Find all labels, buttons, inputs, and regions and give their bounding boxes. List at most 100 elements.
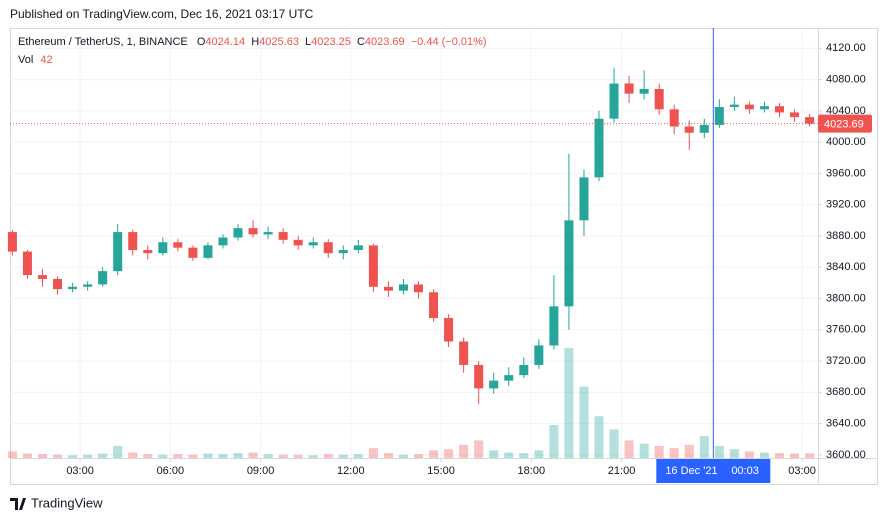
legend-open-label: O: [197, 36, 206, 48]
candle-body: [624, 83, 634, 94]
x-tick-label: 12:00: [337, 465, 365, 477]
candle-body: [368, 245, 378, 287]
volume-bar: [549, 425, 559, 458]
y-tick-label: 3880.00: [826, 230, 866, 242]
volume-bar: [158, 454, 168, 458]
x-tick-label: 03:00: [66, 465, 94, 477]
legend-high-label: H: [251, 36, 259, 48]
candle-body: [83, 284, 93, 287]
volume-bar: [203, 453, 213, 458]
candle-layer: [7, 67, 815, 405]
y-tick-label: 3680.00: [826, 386, 866, 398]
candle-body: [113, 232, 123, 272]
candle-body: [7, 232, 17, 252]
volume-bar: [759, 452, 769, 458]
candle-body: [128, 232, 138, 251]
volume-bar: [37, 454, 48, 458]
header: Published on TradingView.com, Dec 16, 20…: [10, 7, 314, 21]
footer-logo: [10, 498, 26, 510]
legend-low: 4023.25: [311, 36, 351, 48]
candle-body: [308, 242, 318, 246]
y-tick-label: 3720.00: [826, 355, 866, 367]
legend-change: −0.44 (−0.01%): [411, 36, 487, 48]
candle-body: [609, 83, 619, 119]
y-tick-label: 3840.00: [826, 261, 866, 273]
last-price-box: [818, 114, 872, 133]
x-tick-label: 15:00: [427, 465, 455, 477]
candle-body: [654, 88, 664, 110]
candle-body: [534, 345, 544, 365]
y-tick-label: 3600.00: [826, 449, 866, 461]
volume-bar: [173, 454, 183, 458]
logo-icon: [10, 498, 26, 510]
legend-close-label: C: [357, 36, 365, 48]
legend-volume-label: Vol: [18, 54, 33, 66]
y-tick-label: 4120.00: [826, 42, 866, 54]
volume-bar: [594, 416, 604, 458]
candle-body: [564, 220, 574, 307]
y-tick-label: 3800.00: [826, 292, 866, 304]
legend-title: Ethereum / TetherUS, 1, BINANCE: [18, 36, 188, 48]
candle-body: [699, 124, 709, 133]
candle-body: [729, 104, 739, 107]
volume-bar: [790, 453, 800, 458]
volume-bar: [68, 455, 78, 458]
x-tick-label: 06:00: [157, 465, 185, 477]
candle-body: [549, 306, 559, 346]
x-tick-label: 18:00: [518, 465, 546, 477]
grid: [10, 28, 818, 458]
candle-body: [248, 228, 258, 235]
legend-volume-value: 42: [40, 54, 52, 66]
volume-bar: [98, 453, 108, 458]
candle-body: [504, 375, 514, 381]
y-tick-label: 3760.00: [826, 324, 866, 336]
volume-bar: [308, 455, 318, 458]
overlay: 4023.69 16 Dec '21 00:03: [10, 28, 872, 483]
volume-bar: [398, 454, 408, 458]
candle-body: [744, 104, 754, 110]
volume-layer: [7, 348, 815, 458]
x-tick-label: 09:00: [247, 465, 275, 477]
volume-bar: [744, 451, 754, 458]
volume-bar: [353, 454, 363, 458]
candle-body: [805, 117, 815, 124]
candle-body: [53, 278, 63, 290]
volume-bar: [338, 454, 348, 458]
candle-body: [278, 232, 288, 240]
y-tick-label: 4000.00: [826, 136, 866, 148]
x-tick-label: 03:00: [788, 465, 816, 477]
volume-bar: [248, 452, 258, 458]
volume-bar: [519, 453, 529, 458]
candle-body: [459, 341, 469, 365]
candle-body: [22, 251, 32, 276]
crosshair-time: 00:03: [731, 465, 759, 477]
candle-body: [338, 250, 348, 254]
volume-bar: [323, 454, 333, 458]
volume-bar: [53, 454, 63, 458]
candle-body: [429, 292, 439, 319]
last-price-label: 4023.69: [824, 119, 864, 131]
candle-body: [263, 232, 273, 235]
candle-body: [203, 245, 213, 258]
footer-text: TradingView: [31, 495, 103, 510]
y-tick-label: 3640.00: [826, 418, 866, 430]
candle-body: [594, 118, 604, 178]
y-tick-label: 4080.00: [826, 74, 866, 86]
y-tick-label: 3960.00: [826, 167, 866, 179]
candle-body: [414, 284, 424, 293]
legend-high: 4025.63: [259, 36, 299, 48]
candle-body: [143, 250, 153, 254]
candle-body: [188, 247, 198, 258]
y-tick-label: 3920.00: [826, 199, 866, 211]
candle-body: [68, 286, 78, 290]
candle-body: [173, 242, 183, 248]
candle-body: [218, 237, 228, 246]
volume-bar: [368, 448, 378, 458]
candle-body: [774, 106, 785, 113]
x-tick-label: 21:00: [608, 465, 636, 477]
volume-bar: [729, 449, 739, 458]
volume-bar: [22, 453, 32, 458]
volume-bar: [293, 454, 303, 458]
candle-body: [790, 112, 800, 118]
volume-bar: [218, 454, 228, 458]
